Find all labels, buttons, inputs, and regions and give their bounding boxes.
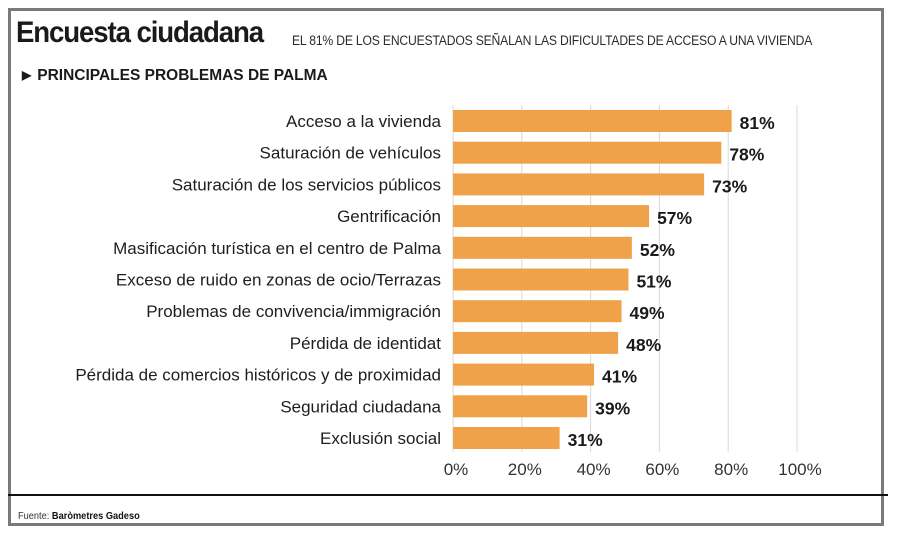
category-label: Acceso a la vivienda [286, 112, 442, 131]
x-axis-tick-labels: 0% 20% 40% 60% 80% 100% [444, 460, 822, 479]
bar [453, 110, 732, 132]
footer-divider [8, 494, 888, 496]
source-name: Baròmetres Gadeso [51, 510, 140, 522]
chart-frame [8, 8, 884, 526]
bar [453, 427, 560, 449]
category-label: Saturación de vehículos [260, 144, 441, 163]
bar [453, 363, 595, 386]
value-label: 49% [630, 303, 665, 323]
x-tick-label: 20% [508, 460, 542, 479]
category-label: Exclusión social [320, 429, 441, 448]
value-label: 81% [740, 113, 775, 133]
x-tick-label: 0% [444, 460, 469, 479]
category-label: Saturación de los servicios públicos [172, 175, 441, 194]
category-label: Pérdida de comercios históricos y de pro… [75, 366, 441, 385]
x-tick-label: 100% [778, 460, 821, 479]
bar [453, 395, 588, 418]
footer-source: Fuente: Baròmetres Gadeso [18, 510, 140, 522]
value-label: 51% [636, 272, 671, 292]
x-tick-label: 80% [714, 460, 748, 479]
category-label: Exceso de ruido en zonas de ocio/Terraza… [116, 271, 441, 290]
value-label: 48% [626, 335, 661, 355]
value-labels: 81% 78% 73% 57% 52% 51% 49% 48% 41% 39% 31% [568, 113, 775, 450]
triangle-right-icon: ▶ [22, 68, 32, 82]
x-tick-label: 60% [645, 460, 679, 479]
value-label: 31% [568, 430, 603, 450]
value-label: 39% [595, 398, 630, 418]
section-title: PRINCIPALES PROBLEMAS DE PALMA [37, 67, 328, 84]
bar [453, 268, 629, 291]
bar [453, 141, 722, 164]
value-label: 52% [640, 240, 675, 260]
x-tick-label: 40% [577, 460, 611, 479]
bars [453, 110, 732, 449]
category-labels: Acceso a la vivienda Saturación de vehícu… [75, 112, 441, 448]
bar [453, 300, 622, 323]
value-label: 78% [729, 145, 764, 165]
section-heading: ▶ PRINCIPALES PROBLEMAS DE PALMA [22, 67, 328, 85]
bar [453, 236, 632, 259]
category-label: Seguridad ciudadana [280, 397, 441, 416]
source-label: Fuente: [18, 510, 50, 522]
chart-title: Encuesta ciudadana [16, 16, 264, 49]
bar [453, 205, 650, 228]
value-label: 41% [602, 367, 637, 387]
category-label: Problemas de convivencia/immigración [146, 302, 441, 321]
header: Encuesta ciudadana [16, 16, 285, 50]
bar [453, 173, 705, 196]
category-label: Gentrificación [337, 207, 441, 226]
category-label: Masificación turística en el centro de P… [113, 239, 441, 258]
value-label: 57% [657, 208, 692, 228]
bar [453, 331, 619, 354]
value-label: 73% [712, 176, 747, 196]
chart-subtitle: EL 81% DE LOS ENCUESTADOS SEÑALAN LAS DI… [292, 33, 813, 48]
category-label: Pérdida de identidat [290, 334, 442, 353]
